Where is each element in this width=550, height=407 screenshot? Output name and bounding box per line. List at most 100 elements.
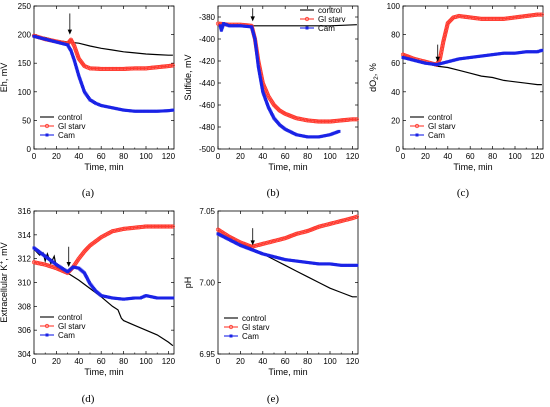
data-point (170, 224, 175, 229)
y-tick-label: 0 (396, 145, 401, 154)
panel-label-b: (b) (267, 187, 280, 199)
legend-entry: Cam (242, 332, 259, 341)
data-point (150, 224, 156, 229)
y-tick-label: -460 (199, 101, 216, 110)
panel-c: 0 20 40 60 80 100 120 0 20 40 60 80 100 Time, min dO2,… (368, 2, 545, 172)
x-tick-label: 40 (443, 152, 452, 161)
data-point (355, 263, 359, 267)
y-tick-label: -400 (199, 35, 216, 44)
arrow-head (250, 16, 255, 22)
data-point (113, 66, 118, 72)
data-point (114, 66, 119, 72)
x-tick-label: 120 (346, 152, 360, 161)
y-tick-label: -420 (199, 57, 216, 66)
y-axis-title: pH (183, 277, 193, 289)
y-tick-label: 306 (18, 326, 32, 335)
x-tick-label: 80 (303, 357, 312, 366)
data-point (110, 66, 115, 72)
series-line (217, 23, 357, 123)
data-point (316, 119, 321, 124)
y-tick-label: 312 (18, 255, 32, 264)
data-point (163, 224, 168, 229)
data-point (160, 224, 165, 229)
data-point (134, 66, 139, 71)
series-cam (401, 48, 544, 67)
data-point (494, 16, 499, 21)
data-point (131, 66, 136, 71)
x-tick-label: 0 (32, 357, 37, 366)
series-cam (32, 34, 175, 113)
series-line (33, 35, 173, 56)
series-cam (218, 22, 341, 139)
data-point (103, 66, 108, 72)
panel-label-d: (d) (82, 393, 95, 405)
data-point (337, 129, 341, 133)
data-point (122, 66, 128, 71)
data-point (117, 66, 122, 72)
data-point (106, 66, 111, 72)
y-axis-title: Extracellular K+, mV (0, 242, 9, 322)
data-point (108, 66, 114, 72)
y-tick-label: 100 (18, 88, 32, 97)
y-tick-label: 250 (18, 2, 32, 11)
legend-entry: control (318, 6, 342, 15)
data-point (497, 16, 502, 21)
x-tick-label: 20 (52, 357, 61, 366)
data-point (92, 66, 97, 71)
data-point (353, 117, 358, 122)
data-point (135, 66, 140, 71)
data-point (535, 12, 540, 17)
data-point (99, 66, 104, 72)
y-tick-label: 40 (391, 88, 400, 97)
x-tick-label: 0 (216, 357, 221, 366)
x-tick-label: 80 (119, 152, 128, 161)
x-tick-label: 120 (531, 152, 545, 161)
legend-entry: control (242, 314, 266, 323)
data-point (155, 224, 160, 229)
y-tick-label: 7.00 (199, 279, 215, 288)
y-axis-title-tail: , mV (0, 242, 9, 261)
series-cam (216, 232, 359, 267)
data-point (93, 66, 98, 71)
data-point (479, 16, 484, 21)
y-tick-label: 304 (18, 350, 32, 359)
data-point (115, 66, 121, 72)
series-gl-starv (215, 21, 359, 124)
x-tick-label: 100 (508, 152, 522, 161)
data-point (141, 66, 146, 71)
data-point (89, 66, 94, 71)
data-point (118, 66, 123, 72)
data-point (159, 224, 164, 229)
legend-entry: control (58, 313, 82, 322)
y-axis-title: Sulfide, mV (183, 54, 193, 100)
y-tick-label: -480 (199, 123, 216, 132)
x-tick-label: 0 (401, 152, 406, 161)
x-tick-label: 120 (346, 357, 360, 366)
data-point (97, 66, 102, 71)
data-point (142, 66, 147, 71)
legend-marker (305, 26, 309, 30)
series-control (33, 35, 173, 56)
x-tick-label: 40 (74, 357, 83, 366)
y-tick-label: -440 (199, 79, 216, 88)
data-point (536, 12, 541, 17)
data-point (136, 66, 142, 71)
legend-marker (415, 133, 419, 137)
legend-entry: Gl starv (242, 323, 270, 332)
x-tick-label: 40 (258, 152, 267, 161)
data-point (167, 224, 172, 229)
data-point (125, 66, 130, 71)
data-point (493, 16, 498, 21)
data-point (120, 66, 125, 72)
data-point (491, 16, 497, 21)
y-tick-label: 150 (18, 59, 32, 68)
panel-label-a: (a) (82, 187, 95, 199)
panel-label-c: (c) (457, 187, 470, 199)
panel-d: 0 20 40 60 80 100 120 304 306 308 310 312 314 316 Time… (0, 207, 176, 377)
x-tick-label: 60 (281, 357, 290, 366)
data-point (128, 66, 133, 71)
data-point (162, 224, 167, 229)
data-point (354, 214, 359, 219)
